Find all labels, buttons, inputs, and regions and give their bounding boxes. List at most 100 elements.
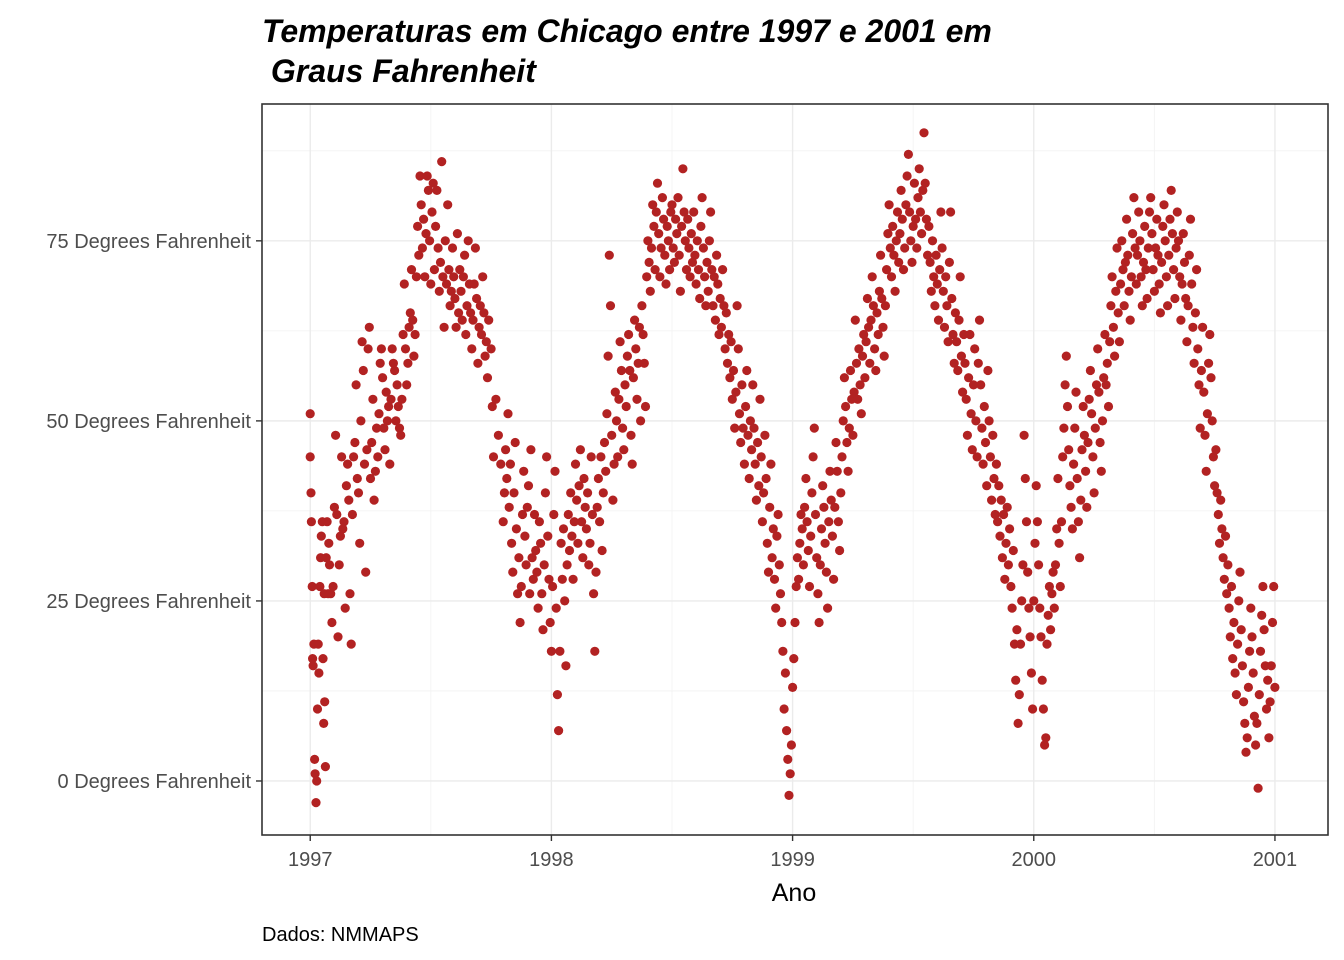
data-point [538,625,548,635]
data-point [693,265,704,275]
data-point [892,207,903,217]
data-point [545,617,555,628]
data-point [1265,697,1275,707]
data-point [1078,401,1088,412]
data-point [583,488,593,498]
data-point [859,329,869,340]
chart-caption: Dados: NMMAPS [262,924,419,946]
data-point [1212,488,1222,498]
data-point [399,279,409,289]
data-point [1062,401,1073,412]
data-point [587,509,598,520]
data-point [544,574,554,584]
data-point [965,329,975,340]
data-point [677,221,687,231]
data-point [1046,625,1056,635]
data-point [662,221,672,231]
data-point [1233,639,1243,649]
data-point [1017,596,1027,606]
data-point [1007,603,1017,613]
data-point [926,286,936,296]
data-point [1234,596,1244,606]
data-point [1182,337,1192,347]
data-point [357,337,367,347]
data-point [1037,675,1047,685]
data-point [307,581,317,592]
data-point [775,589,786,599]
data-point [327,617,337,628]
data-point [999,509,1009,520]
data-point [394,423,405,433]
data-point [1122,214,1132,224]
data-point [621,401,631,412]
data-point [750,459,760,469]
data-point [1161,272,1171,282]
data-point [771,603,781,613]
data-point [537,589,547,599]
data-point [515,617,525,628]
data-point [930,301,940,311]
data-point [1210,481,1220,491]
data-point [1089,488,1099,498]
data-point [645,286,655,296]
data-point [570,459,581,469]
data-point [824,517,834,527]
data-point [718,265,728,275]
data-point [507,538,517,548]
data-point [467,344,477,354]
data-point [305,409,315,419]
data-point [720,344,730,354]
data-point [519,466,529,476]
data-point [599,437,610,448]
data-point [836,488,846,498]
data-point [435,257,446,267]
data-point [628,373,639,383]
data-point [1188,322,1198,332]
data-point [1079,430,1089,440]
data-point [388,358,398,368]
data-point [1099,373,1109,383]
data-point [335,531,345,541]
data-point [1073,517,1083,527]
data-point [1041,733,1051,743]
data-point [731,387,741,397]
data-point [343,459,353,469]
data-point [823,603,833,613]
data-point [627,459,637,469]
data-point [884,200,894,210]
data-point [980,437,991,448]
data-point [727,394,737,404]
data-point [378,373,388,383]
data-point [1254,690,1264,700]
data-point [529,509,540,520]
data-point [815,560,825,570]
data-point [1085,365,1095,376]
data-point [542,452,552,462]
data-point [624,329,634,340]
data-point [596,452,606,462]
data-point [742,365,752,376]
data-point [755,394,765,404]
data-point [985,452,996,462]
data-point [586,452,596,462]
data-point [907,257,917,267]
data-point [422,171,432,181]
data-point [961,394,971,404]
data-point [726,337,736,347]
data-point [310,769,320,779]
data-point [1270,682,1280,693]
data-point [1206,373,1216,383]
data-point [713,279,723,289]
data-point [1070,423,1080,433]
data-point [632,394,642,404]
data-point [1183,301,1193,311]
data-point [841,401,851,412]
data-point [868,301,879,311]
data-point [709,272,719,282]
data-point [568,574,578,584]
data-point [603,351,613,361]
data-point [648,200,658,210]
data-point [439,322,449,332]
data-point [493,430,503,440]
data-point [707,265,717,275]
